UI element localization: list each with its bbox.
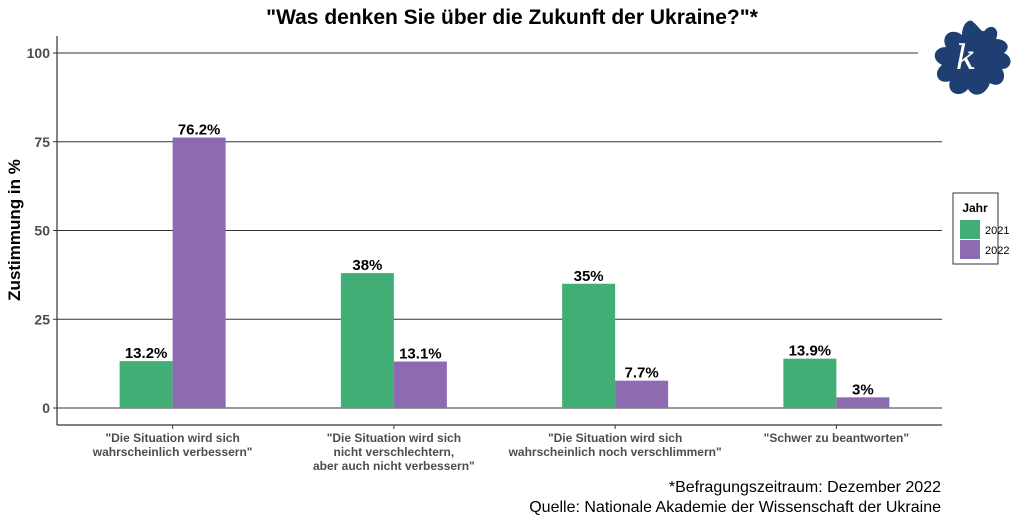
bars xyxy=(119,137,890,409)
data-label: 7.7% xyxy=(625,365,659,382)
x-tick-label: wahrscheinlich noch verschlimmern" xyxy=(508,445,722,459)
x-tick-label: "Die Situation wird sich xyxy=(327,431,461,445)
legend-swatch-2022 xyxy=(960,240,980,259)
logo: k xyxy=(934,20,1011,95)
bar-2021 xyxy=(340,273,394,408)
data-label: 13.1% xyxy=(399,345,442,362)
caption-source: Quelle: Nationale Akademie der Wissensch… xyxy=(529,499,941,516)
data-label: 76.2% xyxy=(178,121,221,138)
data-label: 35% xyxy=(574,268,604,285)
chart-title: "Was denken Sie über die Zukunft der Ukr… xyxy=(266,6,759,29)
legend-label-2022: 2022 xyxy=(985,245,1009,257)
bar-2022 xyxy=(615,380,669,408)
data-label: 13.2% xyxy=(125,345,168,362)
data-label: 13.9% xyxy=(789,343,832,360)
legend-title: Jahr xyxy=(962,201,988,215)
data-label: 38% xyxy=(352,257,382,274)
bar-2021 xyxy=(783,358,837,408)
x-tick-label: nicht verschlechtern, xyxy=(334,445,455,459)
data-label: 3% xyxy=(852,381,874,398)
y-tick-label: 0 xyxy=(42,400,50,416)
y-tick-label: 100 xyxy=(27,45,51,61)
legend-label-2021: 2021 xyxy=(985,225,1009,237)
bar-2021 xyxy=(562,283,616,408)
bar-2022 xyxy=(172,137,226,409)
x-tick-label: aber auch nicht verbessern" xyxy=(313,459,475,473)
y-tick-label: 50 xyxy=(34,223,50,239)
legend-swatch-2021 xyxy=(960,220,980,239)
data-labels: 13.2% 76.2% 38% 13.1% 35% 7.7% 13.9% 3% xyxy=(125,121,874,398)
x-tick-label: "Die Situation wird sich xyxy=(548,431,682,445)
y-tick-label: 25 xyxy=(34,311,50,327)
legend: Jahr 2021 2022 xyxy=(952,192,1009,265)
x-tick-label: "Die Situation wird sich xyxy=(105,431,239,445)
x-tick-label: "Schwer zu beantworten" xyxy=(764,431,909,445)
y-tick-label: 75 xyxy=(34,134,50,150)
bar-2022 xyxy=(393,361,447,408)
y-axis-label: Zustimmung in % xyxy=(5,159,24,301)
x-tick-label: wahrscheinlich verbessern" xyxy=(92,445,253,459)
caption-period: *Befragungszeitraum: Dezember 2022 xyxy=(669,479,941,496)
bar-2022 xyxy=(836,397,890,408)
bar-2021 xyxy=(119,361,173,408)
svg-text:k: k xyxy=(956,38,977,78)
